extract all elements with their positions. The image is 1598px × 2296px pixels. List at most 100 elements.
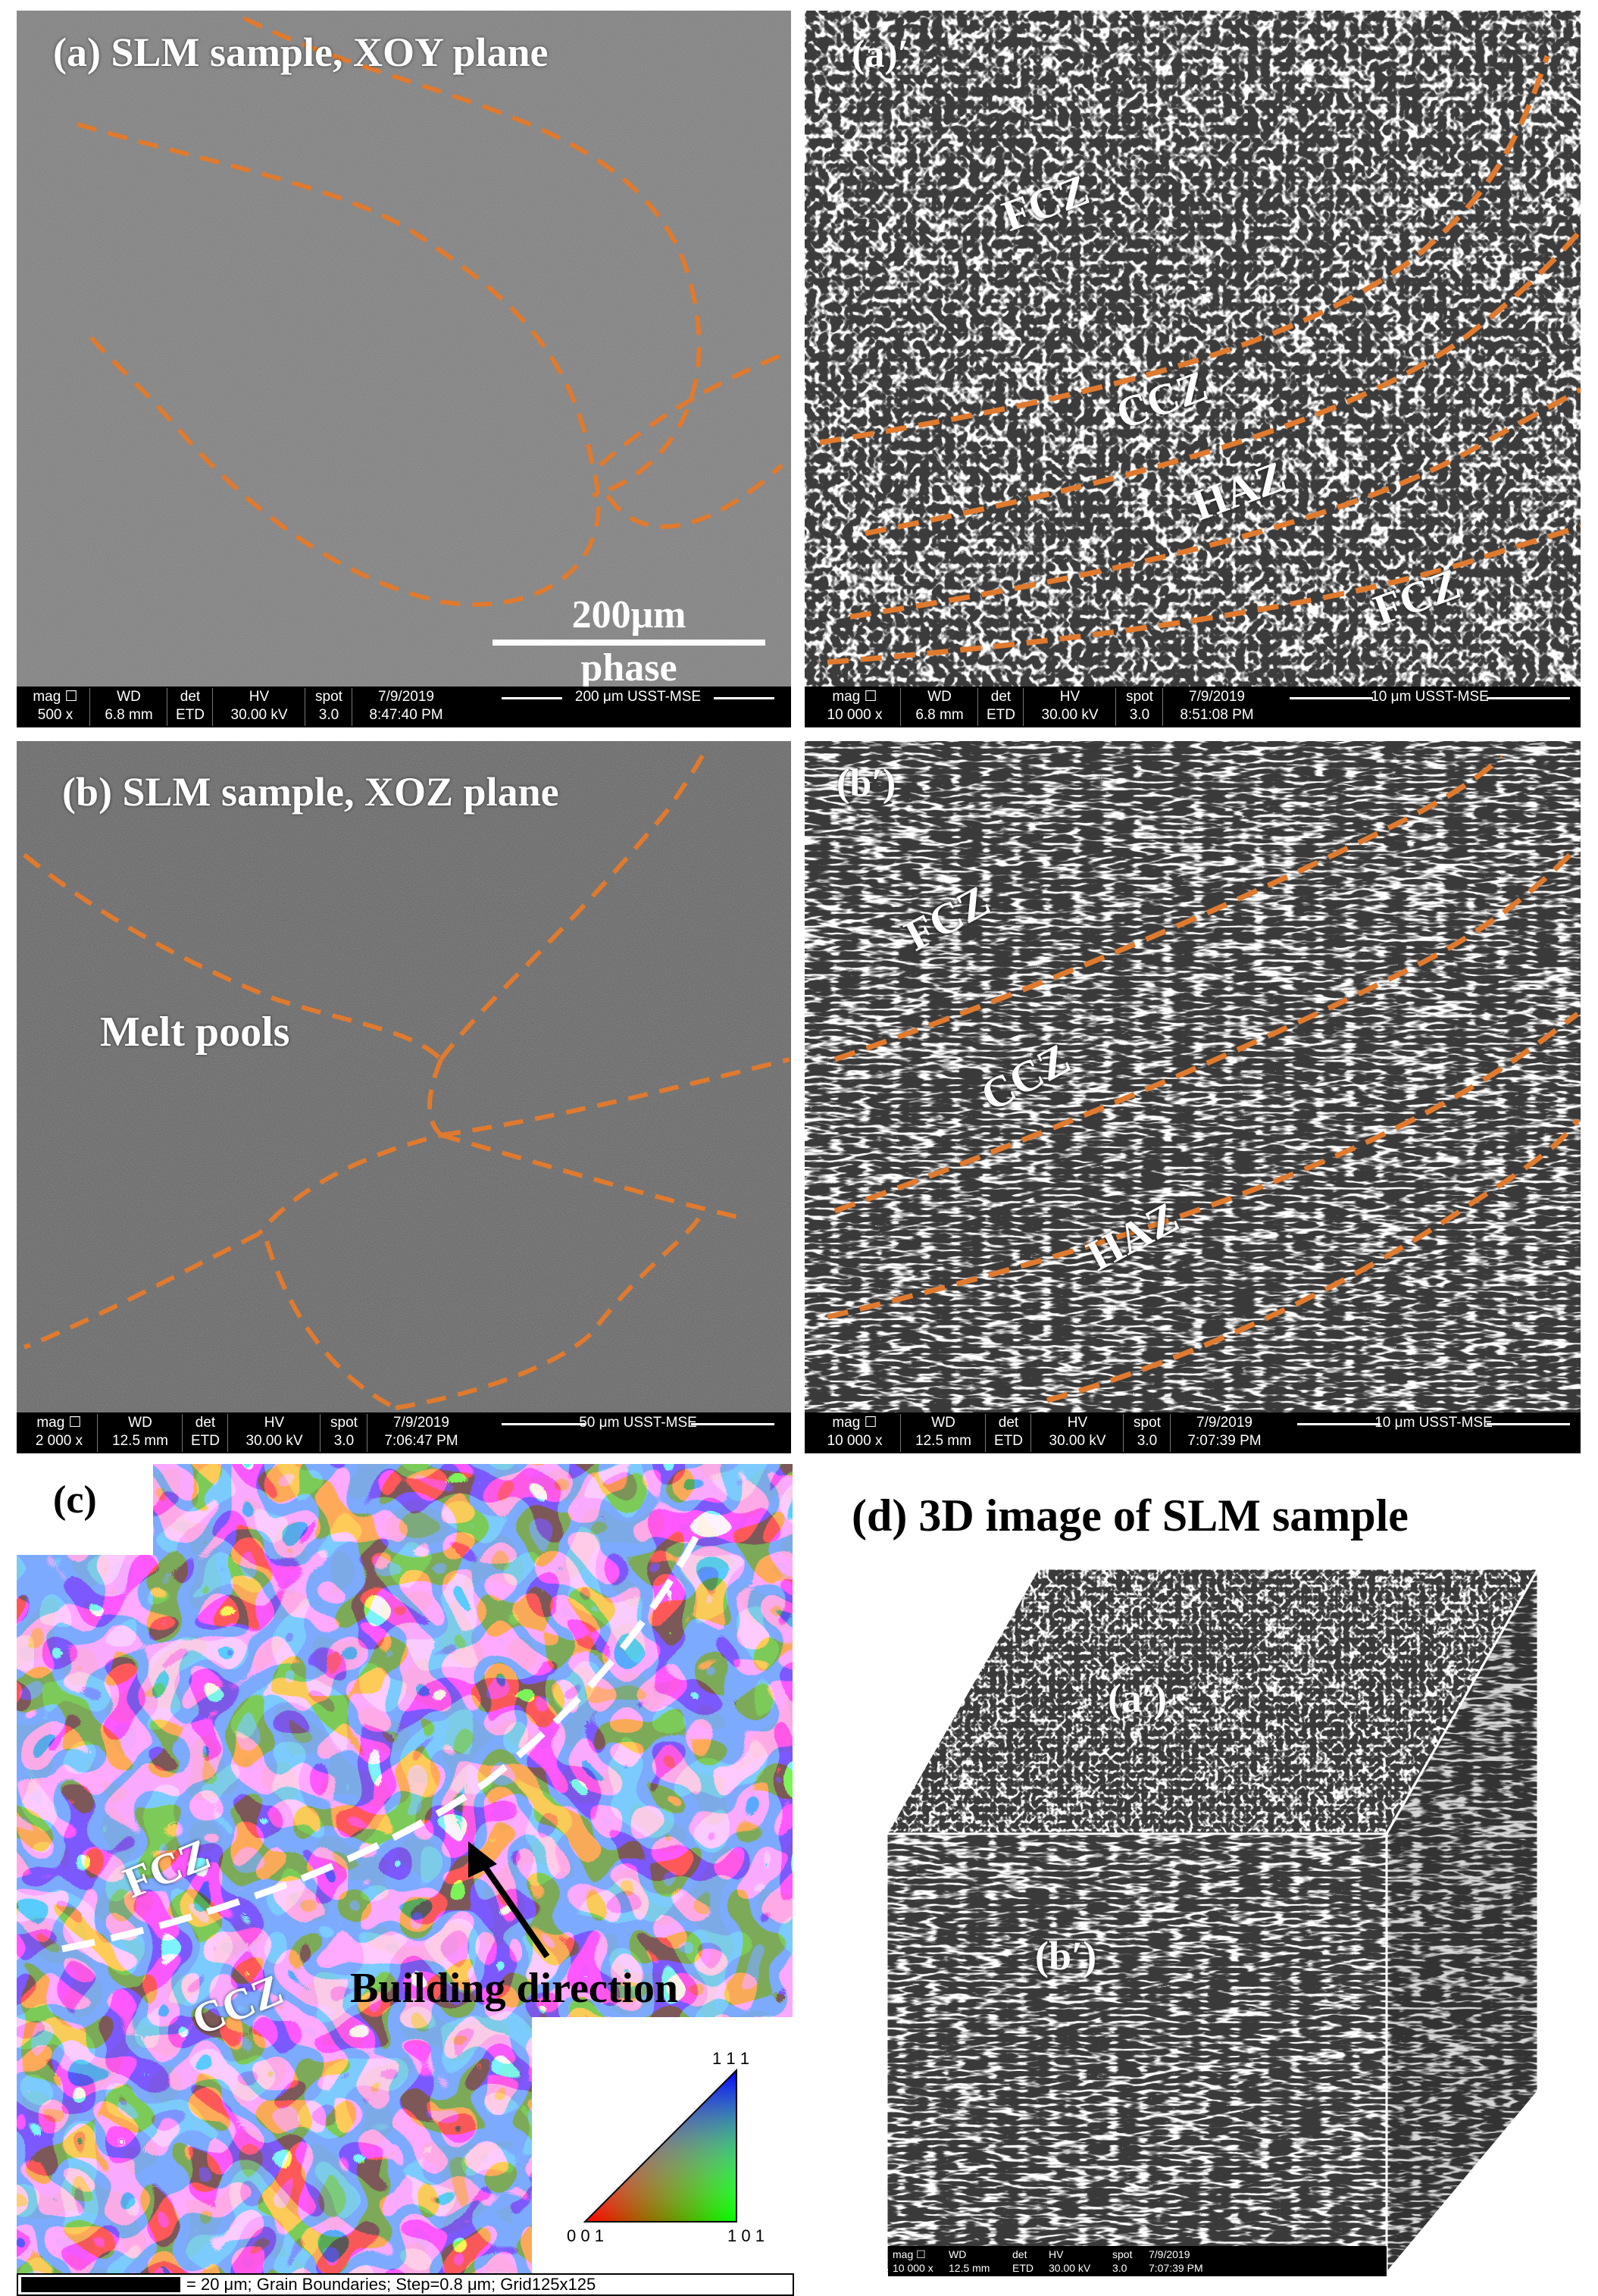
ebsd-map-c: (c) FCZ CCZ Building direction 1 1 1 0 0… <box>17 1464 793 2275</box>
databar-mag-label: mag ☐ <box>832 689 877 705</box>
databar-scale-value: 10 μm <box>1374 1415 1415 1431</box>
ebsd-scalebar <box>21 2277 180 2292</box>
databar-mag-label: mag ☐ <box>33 689 78 705</box>
panel-label-a: (a) SLM sample, XOY plane <box>53 30 549 75</box>
databar-spot-label: spot <box>315 689 342 705</box>
sem-panel-a-prime: (a)′ FCZ CCZ HAZ FCZ mag ☐ 10 000 x WD 6.8… <box>805 11 1581 727</box>
databar-scale-value: 10 μm <box>1371 689 1412 705</box>
databar-spot-label: spot <box>1134 1415 1161 1431</box>
ipf-color-key <box>583 2068 737 2222</box>
cube-top-face-label: (a′) <box>1108 1675 1168 1721</box>
databar-det-label: det <box>1012 2248 1027 2260</box>
cube-3d <box>884 1564 1540 2277</box>
databar-spot-label: spot <box>330 1415 358 1431</box>
sem-databar-a-prime: mag ☐ 10 000 x WD 6.8 mm det ETD HV 30.00 kV… <box>805 687 1581 727</box>
databar-org: USST-MSE <box>623 1415 697 1431</box>
scale-bar-sub-a: phase <box>580 646 677 690</box>
databar-hv-label: HV <box>1049 2248 1064 2260</box>
ipf-label-001: 0 0 1 <box>567 2226 604 2245</box>
sem-panel-a: (a) SLM sample, XOY plane 200μm phase ma… <box>17 11 791 727</box>
databar-wd-value: 12.5 mm <box>915 1433 971 1449</box>
databar-mag-value: 500 x <box>37 707 73 723</box>
ipf-label-111: 1 1 1 <box>712 2049 749 2068</box>
sem-texture-b-prime <box>805 741 1581 1412</box>
databar-mag-value: 10 000 x <box>893 2262 933 2274</box>
databar-det-value: ETD <box>987 707 1015 723</box>
scale-bar-a: 200μm phase <box>493 594 765 688</box>
databar-mag-value: 10 000 x <box>827 707 883 723</box>
databar-det-label: det <box>195 1415 216 1431</box>
databar-hv-value: 30.00 kV <box>1049 1433 1106 1449</box>
databar-wd-value: 6.8 mm <box>105 707 153 723</box>
panel-label-b-prime: (b′) <box>837 762 896 805</box>
databar-date-value: 7:07:39 PM <box>1187 1433 1262 1449</box>
databar-hv-value: 30.00 kV <box>245 1433 303 1449</box>
sem-texture-a <box>17 11 791 687</box>
databar-org: USST-MSE <box>627 689 702 705</box>
databar-date-label: 7/9/2019 <box>1149 2248 1190 2260</box>
ebsd-footer-text: = 20 μm; Grain Boundaries; Step=0.8 μm; … <box>186 2275 596 2294</box>
sem-texture-b <box>17 741 791 1412</box>
databar-hv-label: HV <box>1059 689 1080 705</box>
databar-wd-value: 6.8 mm <box>915 707 964 723</box>
databar-det-value: ETD <box>176 707 205 723</box>
databar-spot-value: 3.0 <box>1129 707 1150 723</box>
databar-org: USST-MSE <box>1418 1415 1493 1431</box>
ebsd-footer: = 20 μm; Grain Boundaries; Step=0.8 μm; … <box>17 2273 794 2296</box>
cube-front-face <box>887 1834 1387 2273</box>
scale-bar-label-a: 200μm <box>571 593 686 637</box>
sem-databar-a: mag ☐ 500 x WD 6.8 mm det ETD HV 30.00 kV sp… <box>17 687 791 727</box>
sem-databar-b-prime: mag ☐ 10 000 x WD 12.5 mm det ETD HV 30.00 k… <box>805 1412 1581 1453</box>
databar-date-label: 7/9/2019 <box>378 689 434 705</box>
databar-spot-value: 3.0 <box>1137 1433 1158 1449</box>
melt-pools-annotation: Melt pools <box>100 1009 290 1056</box>
databar-hv-value: 30.00 kV <box>230 707 288 723</box>
databar-scale-value: 50 μm <box>579 1415 620 1431</box>
panel-label-a-prime: (a)′ <box>852 33 909 76</box>
databar-wd-label: WD <box>128 1415 152 1431</box>
scale-bar-line-a <box>493 640 765 646</box>
databar-date-value: 8:47:40 PM <box>369 707 443 723</box>
databar-wd-label: WD <box>117 689 141 705</box>
databar-spot-value: 3.0 <box>318 707 339 723</box>
databar-spot-label: spot <box>1126 689 1153 705</box>
databar-det-value: ETD <box>1012 2262 1034 2274</box>
databar-mag-value: 2 000 x <box>35 1433 83 1449</box>
databar-wd-label: WD <box>927 689 952 705</box>
databar-date-label: 7/9/2019 <box>393 1415 449 1431</box>
databar-mag-value: 10 000 x <box>827 1433 883 1449</box>
databar-det-label: det <box>998 1415 1019 1431</box>
databar-wd-value: 12.5 mm <box>949 2262 990 2274</box>
databar-hv-label: HV <box>264 1415 285 1431</box>
databar-det-value: ETD <box>191 1433 220 1449</box>
databar-wd-label: WD <box>949 2248 967 2260</box>
sem-panel-b-prime: (b′) FCZ CCZ HAZ mag ☐ 10 000 x WD 12.5 mm… <box>805 741 1581 1453</box>
databar-wd-label: WD <box>931 1415 955 1431</box>
databar-det-value: ETD <box>994 1433 1023 1449</box>
databar-spot-value: 3.0 <box>333 1433 355 1449</box>
databar-spot-label: spot <box>1112 2248 1133 2260</box>
ipf-label-101: 1 0 1 <box>727 2226 765 2245</box>
databar-scale-value: 200 μm <box>574 689 624 705</box>
sem-databar-b: mag ☐ 2 000 x WD 12.5 mm det ETD HV 30.00 kV… <box>17 1412 791 1453</box>
databar-hv-value: 30.00 kV <box>1049 2262 1091 2274</box>
databar-date-value: 8:51:08 PM <box>1180 707 1254 723</box>
databar-mag-label: mag ☐ <box>36 1415 82 1431</box>
databar-org: USST-MSE <box>1415 689 1489 705</box>
cube-databar: mag ☐ 10 000 x WD 12.5 mm det ETD HV 30.00 k… <box>888 2246 1387 2276</box>
databar-date-value: 7:07:39 PM <box>1149 2262 1203 2274</box>
databar-hv-label: HV <box>1067 1415 1088 1431</box>
databar-spot-value: 3.0 <box>1112 2262 1127 2274</box>
building-direction-label: Building direction <box>350 1965 679 2012</box>
databar-mag-label: mag ☐ <box>832 1415 877 1431</box>
panel-label-c: (c) <box>53 1478 97 1522</box>
databar-wd-value: 12.5 mm <box>112 1433 168 1449</box>
sem-panel-b: (b) SLM sample, XOZ plane Melt pools mag… <box>17 741 791 1453</box>
databar-hv-label: HV <box>249 689 270 705</box>
databar-date-label: 7/9/2019 <box>1196 1415 1252 1431</box>
databar-mag-label: mag ☐ <box>893 2248 926 2260</box>
databar-det-label: det <box>990 689 1012 705</box>
panel-label-b: (b) SLM sample, XOZ plane <box>62 769 559 815</box>
databar-date-label: 7/9/2019 <box>1189 689 1245 705</box>
panel-title-d: (d) 3D image of SLM sample <box>852 1491 1409 1541</box>
